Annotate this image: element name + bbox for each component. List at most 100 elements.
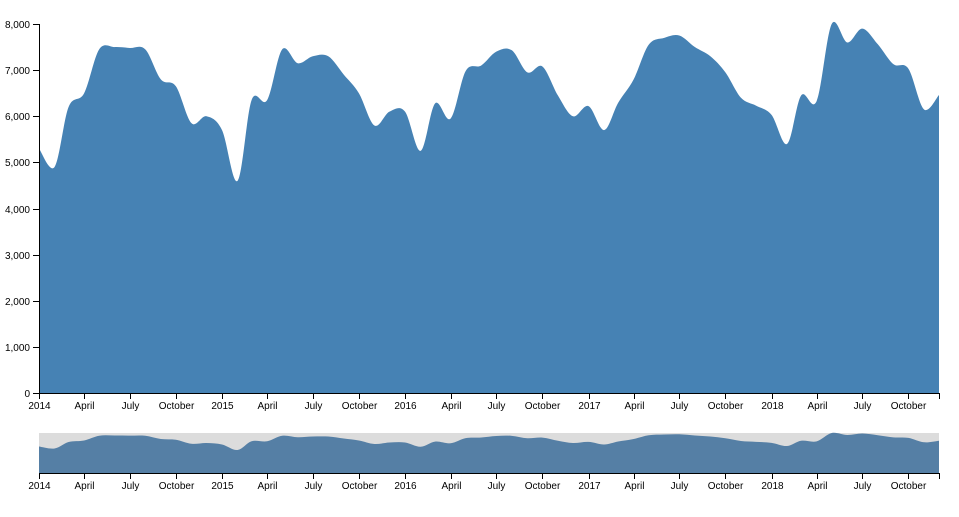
focus-x-tick-label: October [525,401,561,412]
context-x-tick: October [342,473,378,492]
context-x-tick: 2018 [761,473,784,492]
context-x-tick: October [159,473,195,492]
context-x-tick-label: July [305,481,323,492]
focus-x-tick: April [807,393,828,412]
context-area-series [39,432,939,473]
context-x-tick-label: October [342,481,378,492]
focus-x-tick-label: July [122,401,140,412]
focus-area-series [39,21,939,393]
context-x-tick-label: July [671,481,689,492]
context-x-tick-label: October [525,481,561,492]
focus-x-tick-label: July [305,401,323,412]
focus-y-tick: 6,000 [5,112,39,123]
focus-y-tick-label: 3,000 [5,251,30,262]
focus-y-tick: 5,000 [5,158,39,169]
context-x-tick-label: July [122,481,140,492]
context-x-tick: April [257,473,278,492]
focus-x-tick-label: July [488,401,506,412]
focus-y-axis: 0 1,000 2,000 3,000 4,000 5,000 6,000 7,000 8,00… [5,20,40,400]
focus-x-tick: July [854,393,871,412]
focus-x-tick: April [74,393,95,412]
focus-x-tick: 2016 [394,393,417,412]
context-x-tick: July [122,473,140,492]
context-chart[interactable]: 2014 April July October 2015 April July October… [28,432,940,492]
focus-x-tick: July [488,393,506,412]
context-x-tick-label: April [624,481,644,492]
context-x-tick-label: April [441,481,461,492]
focus-x-tick: October [891,393,927,412]
context-x-tick-label: April [74,481,94,492]
focus-y-tick: 4,000 [5,205,39,216]
focus-x-tick: 2015 [211,393,234,412]
focus-x-tick-label: October [891,401,927,412]
focus-y-tick-label: 8,000 [5,20,30,31]
focus-y-tick-label: 2,000 [5,297,30,308]
context-x-tick: October [525,473,561,492]
focus-x-tick-label: October [342,401,378,412]
context-x-tick-label: October [708,481,744,492]
focus-x-tick-label: April [624,401,644,412]
context-x-tick: 2014 [28,473,51,492]
context-x-tick-label: July [854,481,872,492]
context-x-tick: 2017 [578,473,601,492]
focus-chart: 2014 April July October 2015 April July October… [5,20,940,412]
context-x-tick: April [624,473,645,492]
focus-x-axis: 2014 April July October 2015 April July October… [28,393,940,412]
focus-x-tick-label: 2015 [211,401,234,412]
context-x-tick: April [74,473,95,492]
context-x-tick: July [854,473,872,492]
context-x-tick: April [441,473,462,492]
context-x-axis: 2014 April July October 2015 April July October… [28,473,940,492]
focus-y-tick: 3,000 [5,251,39,262]
focus-y-tick-label: 6,000 [5,112,30,123]
focus-x-tick: April [441,393,462,412]
focus-y-tick-label: 1,000 [5,343,30,354]
focus-x-tick: 2018 [761,393,784,412]
focus-x-tick-label: April [74,401,94,412]
context-x-tick-label: October [159,481,195,492]
context-x-tick-label: 2018 [761,481,784,492]
focus-x-tick-label: 2017 [578,401,601,412]
context-x-tick: 2015 [211,473,234,492]
context-x-tick: July [305,473,323,492]
focus-x-tick-label: April [807,401,827,412]
focus-x-tick: 2017 [578,393,601,412]
focus-y-tick-label: 7,000 [5,66,30,77]
focus-x-tick-label: April [441,401,461,412]
context-x-tick-label: 2017 [578,481,601,492]
context-x-tick-label: April [257,481,277,492]
context-x-tick: April [807,473,828,492]
context-x-tick-label: July [488,481,506,492]
focus-x-tick-label: July [671,401,689,412]
focus-y-tick: 2,000 [5,297,39,308]
focus-x-tick-label: 2018 [761,401,784,412]
focus-y-tick: 0 [24,389,39,400]
focus-x-tick: 2014 [28,393,51,412]
focus-x-axis-line [39,393,940,399]
context-x-tick: 2016 [394,473,417,492]
focus-y-tick-label: 0 [24,389,30,400]
focus-x-tick: October [159,393,195,412]
focus-x-tick: July [671,393,689,412]
context-x-axis-line [39,473,940,479]
focus-y-tick: 7,000 [5,66,39,77]
focus-x-tick-label: October [708,401,744,412]
context-x-tick-label: 2014 [28,481,51,492]
focus-y-tick-label: 4,000 [5,205,30,216]
context-x-tick: July [671,473,689,492]
focus-x-tick: April [624,393,645,412]
context-x-tick-label: 2015 [211,481,234,492]
focus-x-tick: October [708,393,744,412]
context-x-tick: October [891,473,927,492]
focus-x-tick: July [305,393,323,412]
focus-x-tick-label: 2016 [394,401,417,412]
focus-x-tick-label: October [159,401,195,412]
context-x-tick: October [708,473,744,492]
context-x-tick: July [488,473,506,492]
focus-y-tick-label: 5,000 [5,158,30,169]
context-x-tick-label: October [891,481,927,492]
focus-x-tick: April [257,393,278,412]
context-x-tick-label: 2016 [394,481,417,492]
context-x-tick-label: April [807,481,827,492]
